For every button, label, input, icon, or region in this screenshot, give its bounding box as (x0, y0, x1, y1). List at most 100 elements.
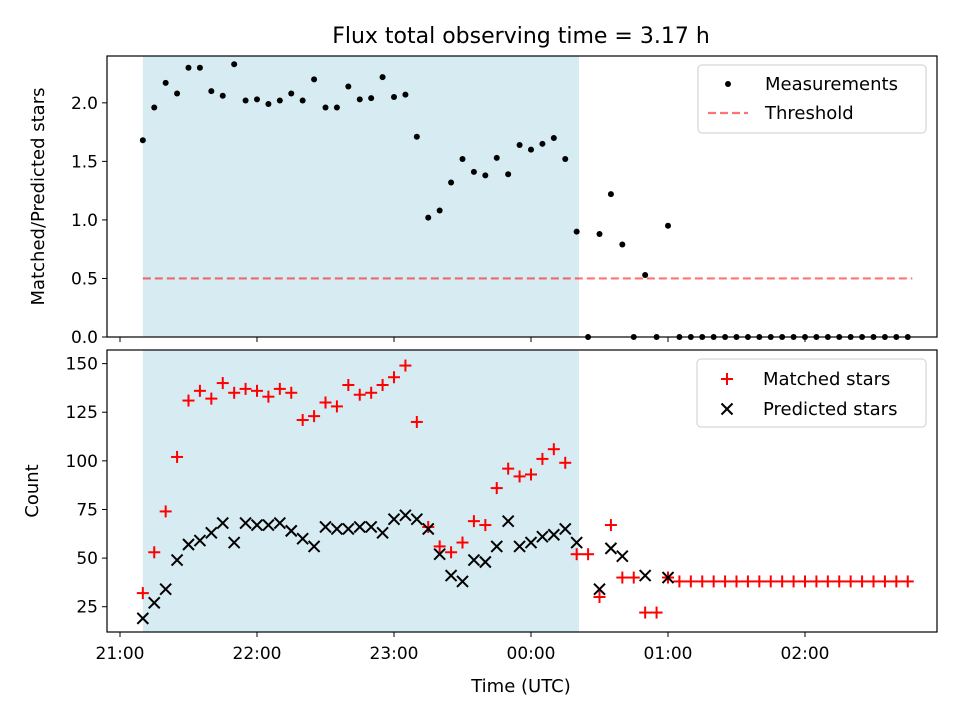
matched-point (182, 394, 195, 407)
measurement-point (345, 83, 352, 90)
matched-point (228, 386, 241, 399)
y-tick-label: 50 (76, 549, 98, 569)
legend-predicted-label: Predicted stars (763, 399, 897, 420)
matched-point (821, 575, 834, 588)
measurement-point (391, 93, 397, 100)
matched-point (570, 548, 583, 561)
predicted-point (661, 571, 675, 584)
measurement-point (151, 104, 158, 111)
matched-point (285, 386, 298, 399)
predicted-point (227, 536, 241, 549)
legend-predicted-marker (720, 402, 734, 416)
predicted-point (387, 512, 401, 526)
matched-point (844, 575, 857, 588)
predicted-point (364, 520, 378, 534)
measurement-point (322, 104, 329, 111)
measurement-point (448, 179, 455, 186)
predicted-point (182, 538, 195, 551)
matched-point (525, 468, 537, 481)
predicted-point (273, 516, 287, 530)
x-tick-label: 23:00 (370, 644, 419, 664)
matched-point (467, 515, 480, 528)
ratio-axes-frame (106, 55, 938, 338)
predicted-point (490, 540, 503, 553)
matched-point (399, 359, 412, 372)
legend-matched-marker (721, 373, 733, 385)
y-tick-label: 100 (66, 452, 98, 472)
matched-point (308, 410, 321, 423)
predicted-point (262, 518, 275, 532)
y-tick-label: 125 (66, 403, 98, 423)
measurement-point (162, 79, 169, 86)
measurement-point (174, 90, 181, 97)
y-tick-label: 0.5 (71, 269, 98, 289)
ratio-y-label: Matched/Predicted stars (28, 88, 49, 306)
matched-point (273, 382, 286, 395)
matched-point (639, 606, 652, 619)
ratio-y-ticks: 0.0 0.5 1.0 1.5 2.0 (71, 94, 107, 348)
legend-measurements-label: Measurements (765, 74, 898, 95)
measurement-point (528, 146, 534, 153)
measurement-point (516, 141, 523, 148)
matched-point (696, 575, 709, 588)
matched-point (856, 575, 869, 588)
legend-matched-label: Matched stars (763, 369, 890, 390)
measurement-point (311, 76, 318, 83)
time-x-ticks: 21:00 22:00 23:00 00:00 01:00 02:00 (96, 632, 830, 664)
predicted-point (524, 536, 538, 549)
predicted-point (559, 522, 572, 536)
measurement-point (288, 90, 295, 97)
measurement-point (208, 88, 215, 95)
matched-point (616, 571, 629, 584)
matched-point (719, 575, 732, 588)
predicted-point (136, 612, 150, 625)
predicted-point (410, 512, 424, 526)
measurement-point (196, 64, 203, 71)
matched-point (867, 575, 880, 588)
matched-point (445, 546, 458, 559)
matched-point (171, 450, 184, 463)
count-legend: Matched stars Predicted stars (696, 358, 927, 428)
matched-point (353, 388, 366, 401)
predicted-point (422, 522, 435, 536)
matched-point (422, 520, 435, 533)
matched-marks (136, 359, 914, 619)
matched-point (433, 540, 446, 553)
measurement-point (562, 156, 569, 163)
matched-point (707, 575, 720, 588)
matched-point (319, 396, 332, 409)
legend-box (697, 64, 927, 134)
predicted-point (444, 569, 458, 582)
measurement-point (139, 137, 146, 144)
matched-point (604, 519, 617, 532)
predicted-point (433, 547, 446, 561)
measurement-point (642, 271, 649, 278)
predicted-point (353, 520, 366, 534)
matched-point (764, 575, 777, 588)
observing-span (142, 350, 579, 632)
matched-point (159, 505, 172, 518)
measurement-point (470, 168, 477, 175)
matched-point (810, 575, 823, 588)
measurement-point (607, 191, 614, 198)
measurement-point (665, 222, 671, 229)
ratio-axes: 0.00.51.01.52.0 Matched/Predicted stars … (28, 55, 938, 348)
predicted-point (479, 555, 492, 569)
measurement-point (219, 92, 226, 99)
ratio-legend: Measurements Threshold (697, 64, 927, 134)
predicted-point (296, 532, 309, 545)
matched-point (193, 384, 206, 397)
predicted-point (285, 524, 298, 538)
predicted-point (148, 596, 161, 610)
measurement-marks (139, 61, 911, 340)
y-tick-label: 1.0 (71, 211, 98, 231)
matched-point (673, 575, 686, 588)
predicted-point (205, 526, 218, 540)
measurement-point (356, 96, 363, 103)
predicted-point (159, 583, 172, 596)
predicted-point (376, 526, 389, 540)
x-tick-label: 00:00 (507, 644, 556, 664)
predicted-point (399, 509, 412, 522)
count-y-label: Count (22, 464, 43, 517)
measurement-point (265, 101, 272, 108)
